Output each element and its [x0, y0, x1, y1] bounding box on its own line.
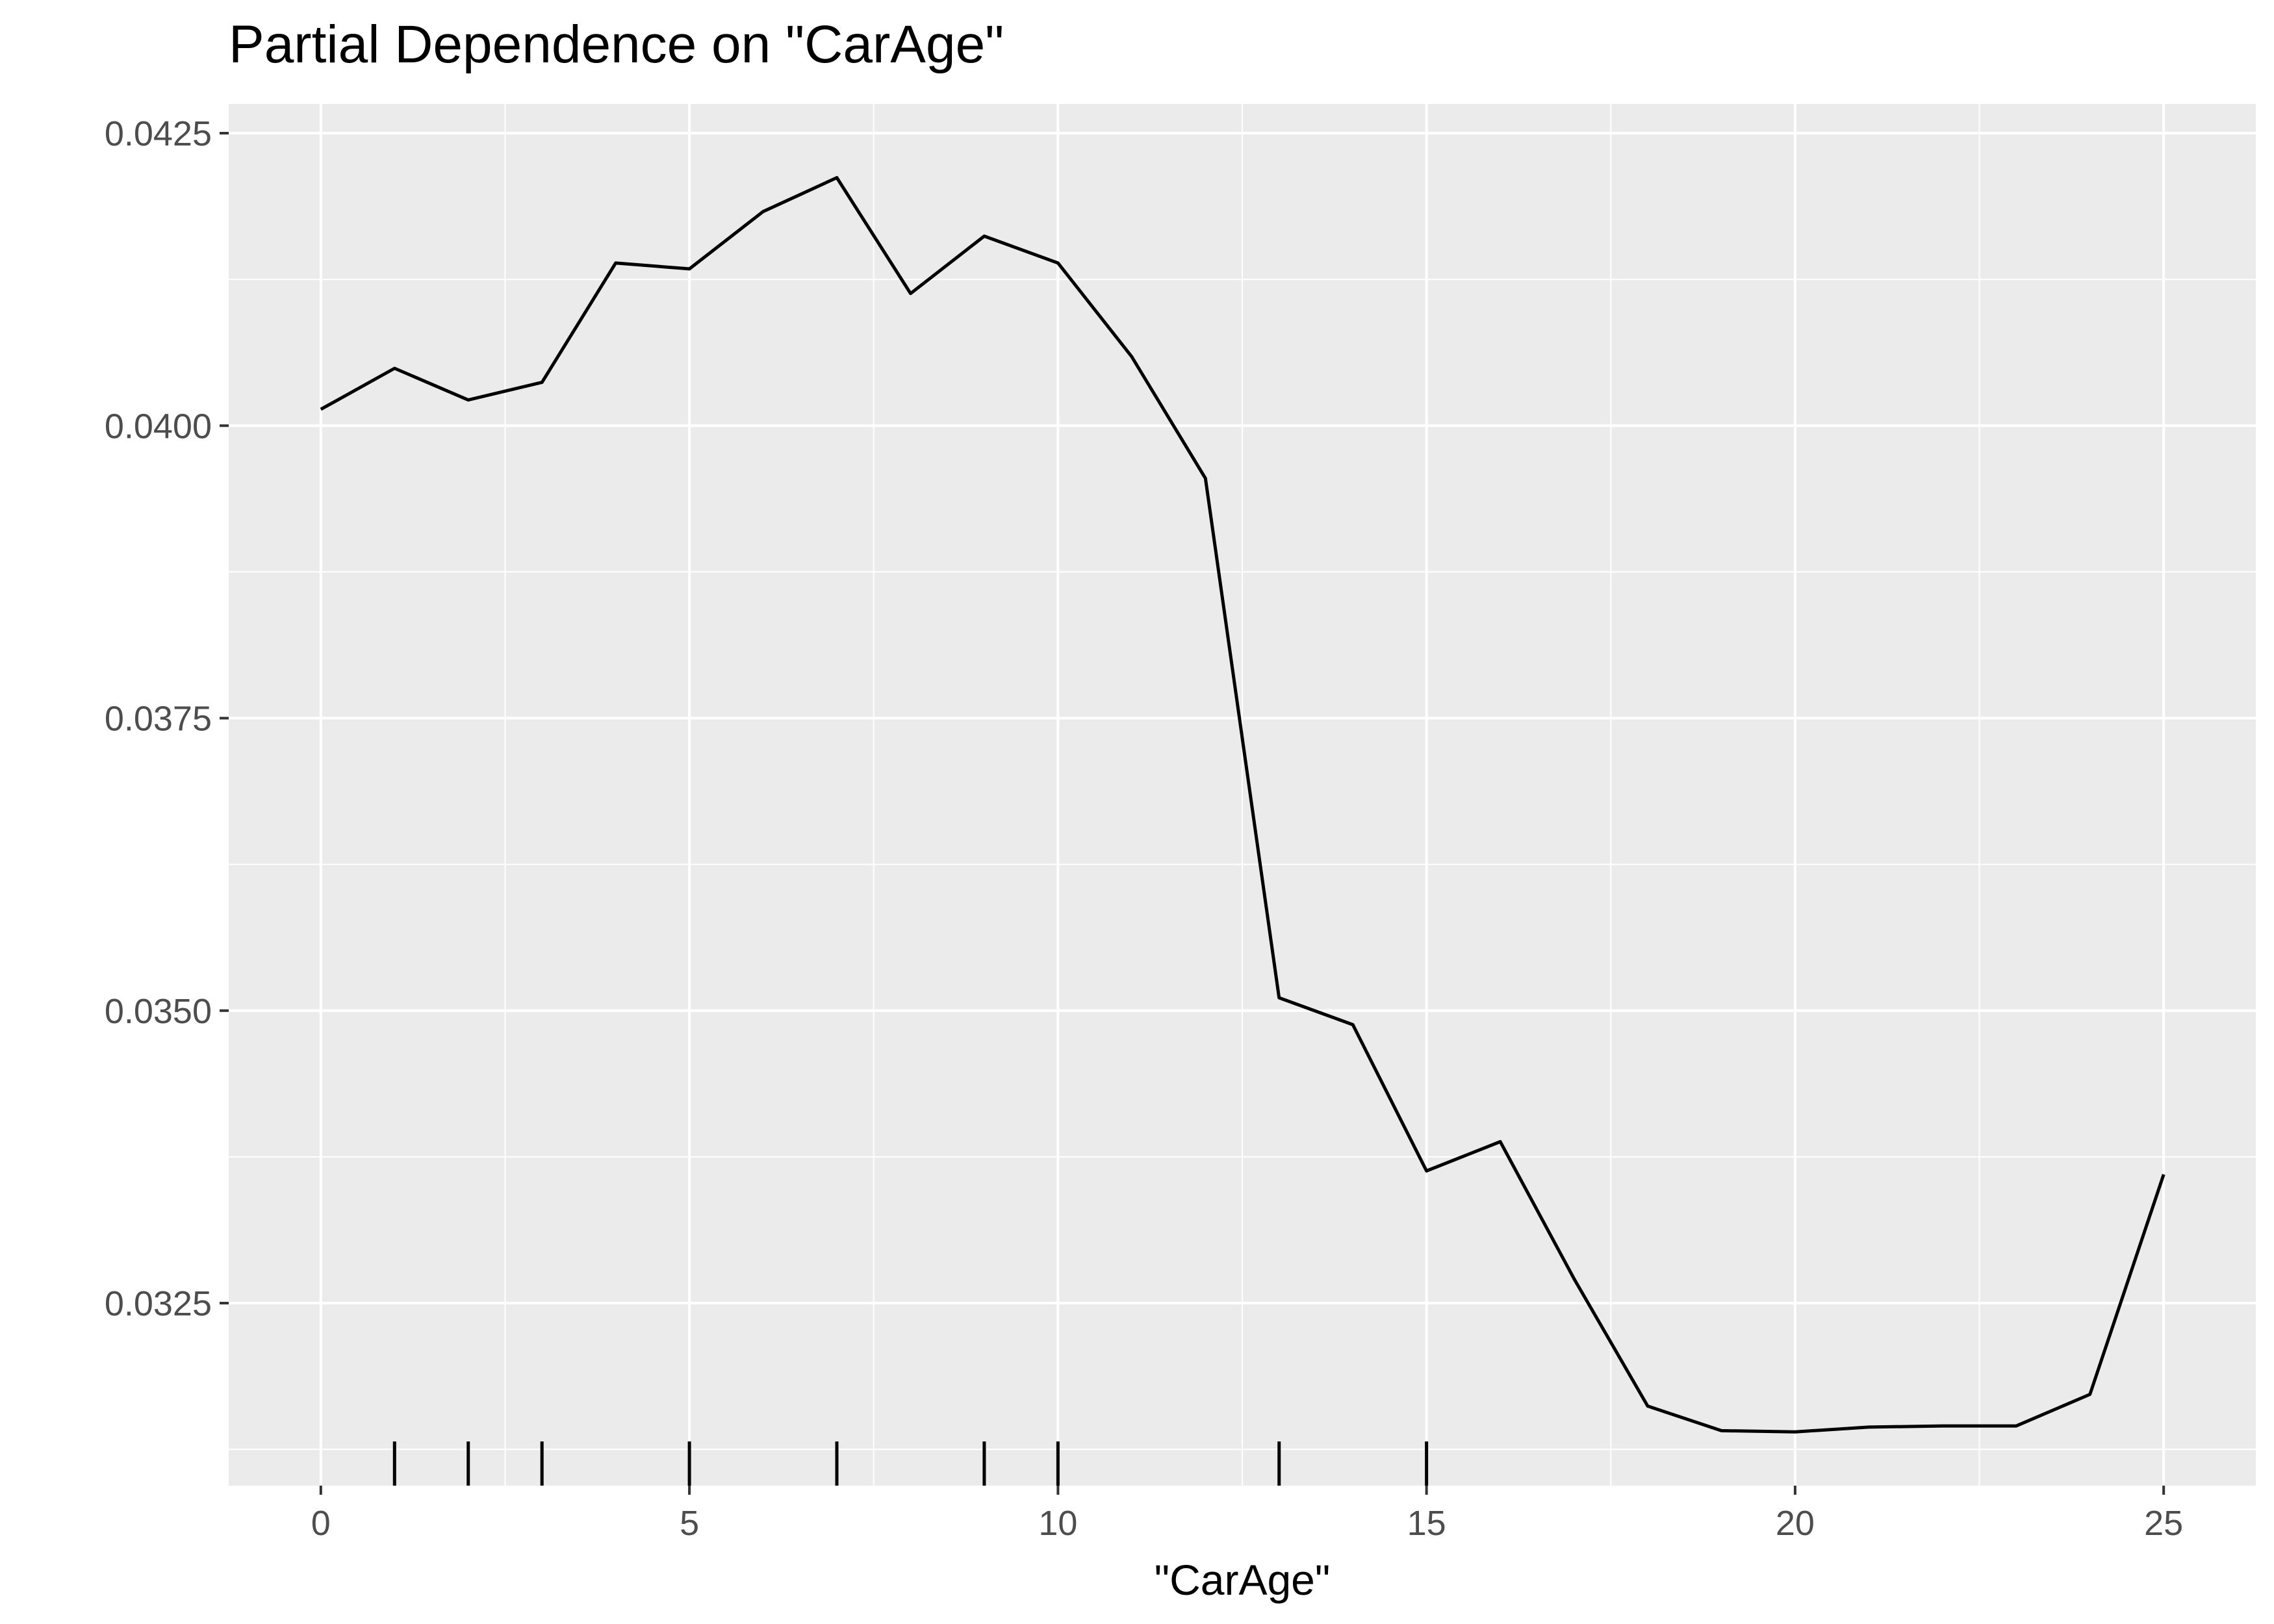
x-tick-label: 20: [1776, 1504, 1815, 1543]
series-layer: [320, 176, 2165, 1434]
x-tick-label: 15: [1407, 1504, 1446, 1543]
x-tick-label: 0: [311, 1504, 331, 1543]
y-tick-label: 0.0425: [105, 114, 212, 153]
major-gridlines: [229, 104, 2256, 1486]
x-axis: 0 5 10 15 20 25: [311, 1486, 2183, 1543]
x-tick-label: 5: [680, 1504, 699, 1543]
chart-title: Partial Dependence on "CarAge": [229, 15, 1004, 74]
series-line: [320, 176, 2165, 1434]
y-tick-label: 0.0375: [105, 700, 212, 739]
x-tick-label: 10: [1038, 1504, 1077, 1543]
minor-gridlines: [229, 104, 2256, 1486]
rug-marks: [392, 1441, 1429, 1486]
y-tick-label: 0.0400: [105, 407, 212, 446]
y-axis: 0.0325 0.0350 0.0375 0.0400 0.0425: [105, 114, 229, 1323]
y-tick-label: 0.0350: [105, 992, 212, 1031]
y-tick-label: 0.0325: [105, 1284, 212, 1323]
x-axis-title: "CarAge": [1155, 1556, 1331, 1604]
x-tick-label: 25: [2144, 1504, 2183, 1543]
